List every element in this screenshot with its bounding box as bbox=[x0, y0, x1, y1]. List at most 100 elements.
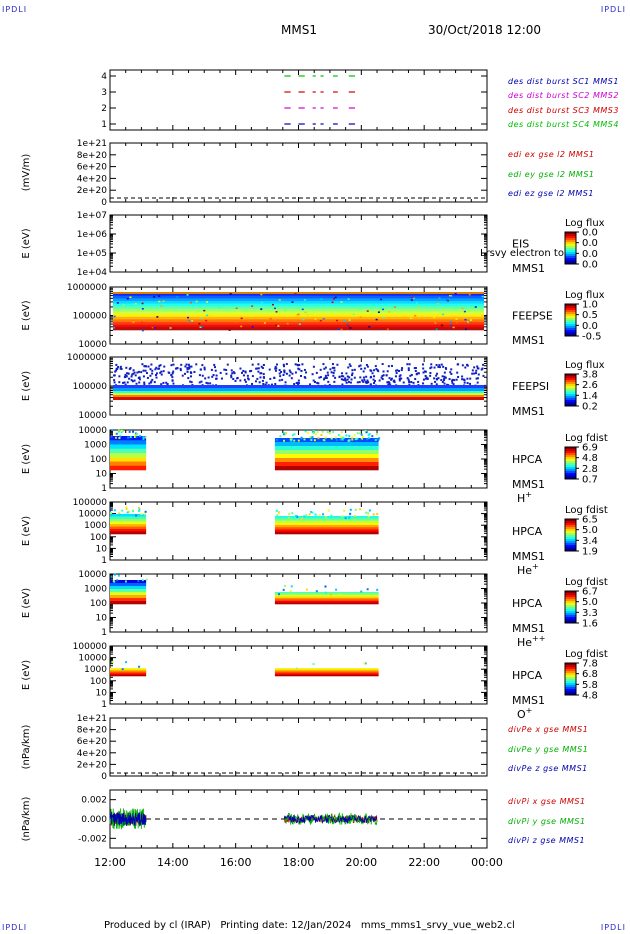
spectrogram-band bbox=[110, 531, 147, 535]
colorbar-segment bbox=[565, 525, 576, 528]
y-tick-label: 10 bbox=[96, 614, 108, 624]
colorbar-segment bbox=[565, 689, 576, 692]
spectrogram-speckle bbox=[240, 325, 243, 328]
spectrogram-speckle bbox=[115, 432, 118, 435]
spectrogram-band bbox=[274, 595, 379, 597]
spectrogram-speckle bbox=[475, 372, 478, 375]
spectrogram-speckle bbox=[388, 377, 391, 380]
spectrogram-speckle bbox=[319, 368, 322, 371]
spectrogram-speckle bbox=[129, 296, 132, 298]
spectrogram-speckle bbox=[306, 313, 309, 316]
colorbar-segment bbox=[565, 473, 576, 476]
spectrogram-speckle bbox=[153, 296, 156, 298]
spectrogram-speckle bbox=[442, 365, 445, 368]
spectrogram-speckle bbox=[468, 293, 471, 296]
panel-divpi: (nPa/km) -0.002 0.000 0.002 divPi x gse MMS1… bbox=[21, 789, 585, 849]
spectrogram-band bbox=[110, 526, 147, 530]
spectrogram-speckle bbox=[113, 374, 116, 377]
spectrogram-speckle bbox=[348, 439, 351, 442]
spectrogram-speckle bbox=[317, 437, 320, 440]
panel-frame bbox=[109, 69, 488, 131]
spectrogram-speckle bbox=[251, 382, 254, 385]
colorbar-frame bbox=[564, 303, 577, 337]
spectrogram-speckle bbox=[348, 319, 351, 321]
spectrogram-speckle bbox=[274, 369, 277, 372]
spectrogram-speckle bbox=[436, 372, 439, 375]
y-tick-label: 1 bbox=[101, 628, 107, 638]
spectrogram-speckle bbox=[346, 375, 349, 378]
legend-entry: divPe x gse MMS1 bbox=[508, 725, 588, 734]
spectrogram-speckle bbox=[327, 509, 330, 512]
colorbar-segment bbox=[565, 519, 576, 522]
spectrogram-speckle bbox=[138, 381, 141, 384]
spectrogram-speckle bbox=[275, 367, 278, 370]
spectrogram-speckle bbox=[387, 383, 390, 386]
colorbar-segment bbox=[565, 398, 576, 401]
spectrogram-speckle bbox=[408, 363, 411, 366]
spectrogram-speckle bbox=[393, 306, 396, 308]
colorbar-frame bbox=[564, 662, 577, 696]
spectrogram-speckle bbox=[443, 379, 446, 382]
spectrogram-speckle bbox=[187, 316, 190, 319]
colorbar-segment bbox=[565, 597, 576, 600]
spectrogram-speckle bbox=[334, 436, 337, 439]
colorbar-tick-label: 4.8 bbox=[582, 453, 598, 464]
spectrogram-speckle bbox=[315, 307, 318, 309]
spacecraft-label: MMS1 bbox=[512, 550, 545, 563]
spectrogram-speckle bbox=[324, 591, 327, 594]
colorbar-segment bbox=[565, 533, 576, 536]
spectrogram-speckle bbox=[433, 316, 436, 318]
spectrogram-speckle bbox=[286, 322, 289, 325]
spectrogram-speckle bbox=[262, 376, 265, 379]
spectrogram-speckle bbox=[430, 363, 433, 366]
spectrogram-band bbox=[274, 673, 379, 675]
spectrogram-speckle bbox=[288, 374, 291, 377]
spectrogram-speckle bbox=[203, 309, 206, 312]
spectrogram-speckle bbox=[408, 380, 411, 383]
colorbar-segment bbox=[565, 240, 576, 243]
spectrogram-speckle bbox=[311, 511, 314, 514]
spectrogram-speckle bbox=[375, 318, 378, 321]
spectrogram-speckle bbox=[430, 366, 433, 369]
spectrogram-speckle bbox=[262, 363, 265, 366]
spectrogram-speckle bbox=[293, 439, 296, 442]
spectrogram-speckle bbox=[262, 373, 265, 376]
spectrogram-speckle bbox=[324, 374, 327, 377]
spectrogram-speckle bbox=[366, 438, 369, 441]
spectrogram-speckle bbox=[274, 365, 277, 368]
spectrogram-speckle bbox=[449, 371, 452, 374]
spectrogram-speckle bbox=[312, 663, 315, 666]
spectrogram-speckle bbox=[269, 377, 272, 380]
spectrogram-speckle bbox=[327, 380, 330, 383]
spectrogram-speckle bbox=[289, 590, 292, 593]
spectrogram-speckle bbox=[305, 371, 308, 374]
spectrogram-speckle bbox=[332, 431, 335, 434]
spectrogram-speckle bbox=[293, 383, 296, 386]
instrument-label: HPCA bbox=[512, 669, 543, 682]
spacecraft-label: MMS1 bbox=[512, 405, 545, 418]
spectrogram-speckle bbox=[381, 375, 384, 378]
colorbar-segment bbox=[565, 599, 576, 602]
spectrogram-speckle bbox=[180, 363, 183, 366]
spectrogram-speckle bbox=[356, 437, 359, 440]
spectrogram-speckle bbox=[276, 514, 279, 517]
spectrogram-speckle bbox=[229, 293, 232, 295]
colorbar-segment bbox=[565, 316, 576, 319]
colorbar-segment bbox=[565, 475, 576, 478]
spectrogram-speckle bbox=[111, 660, 114, 663]
spectrogram-speckle bbox=[117, 511, 120, 514]
spectrogram-speckle bbox=[148, 382, 151, 385]
spectrogram-band bbox=[113, 322, 484, 326]
spectrogram-speckle bbox=[426, 377, 429, 380]
spectrogram-speckle bbox=[321, 430, 324, 433]
spectrogram-speckle bbox=[339, 438, 342, 441]
y-tick-label: 10 bbox=[96, 544, 108, 554]
colorbar-tick-label: 0.2 bbox=[582, 402, 598, 413]
legend-entry: des dist burst SC3 MMS3 bbox=[508, 106, 619, 115]
spectrogram-speckle bbox=[366, 310, 369, 312]
spectrogram-speckle bbox=[336, 363, 339, 366]
spectrogram-speckle bbox=[414, 369, 417, 372]
spectrogram-speckle bbox=[142, 437, 145, 440]
